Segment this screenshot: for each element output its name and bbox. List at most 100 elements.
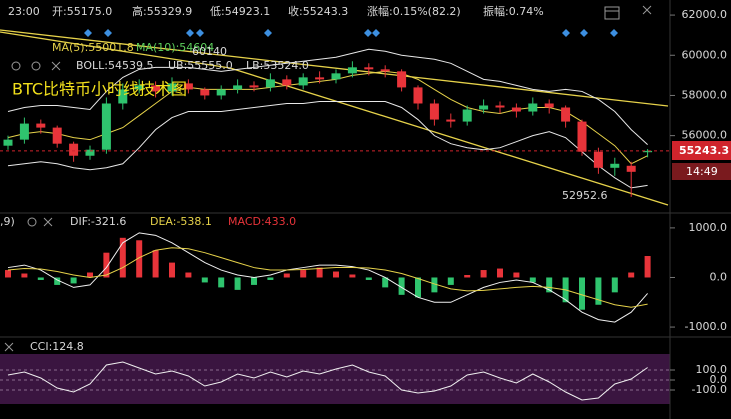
candle-body xyxy=(52,127,62,144)
price-tag-label: 55243.3 xyxy=(679,144,729,157)
ma5-label: MA(5):55001.8 xyxy=(52,41,134,54)
candle-body xyxy=(397,71,407,88)
candle-body xyxy=(85,149,95,156)
candle-body xyxy=(69,143,79,156)
candle-body xyxy=(347,67,357,74)
candle-body xyxy=(118,89,128,104)
y-tick-label: -1000.0 xyxy=(685,320,727,333)
candle-body xyxy=(380,69,390,72)
peak-label: 60140 xyxy=(192,45,227,58)
macd-bar xyxy=(201,277,208,283)
y-tick-label: 62000.0 xyxy=(682,8,728,21)
candle-body xyxy=(3,139,13,146)
indicator-line xyxy=(7,70,648,165)
candle-body xyxy=(265,79,275,88)
candle-body xyxy=(216,89,226,96)
indicator-line xyxy=(7,48,648,145)
macd-bar xyxy=(316,267,323,278)
macd-bar xyxy=(644,256,651,278)
trend-line xyxy=(0,31,231,69)
candle-body xyxy=(610,163,620,168)
macd-label: MACD:433.0 xyxy=(228,215,296,228)
macd-bar xyxy=(579,277,585,310)
boll-label: BOLL:54539.5 xyxy=(76,59,153,72)
candle-body xyxy=(298,77,308,86)
macd-bar xyxy=(152,250,159,278)
header-close: 收:55243.3 xyxy=(288,4,348,18)
event-markers xyxy=(84,29,618,37)
candle-body xyxy=(577,121,587,152)
indicator-line xyxy=(7,361,648,401)
candle-body xyxy=(249,85,259,88)
macd-bar xyxy=(136,240,143,278)
candle-body xyxy=(167,83,177,92)
candle-body xyxy=(134,85,144,90)
candle-body xyxy=(183,83,193,90)
candle-body xyxy=(151,85,161,92)
toolbar-icons[interactable] xyxy=(4,5,652,352)
ma10-label: MA(10):54604 xyxy=(136,41,214,54)
macd-bar xyxy=(283,273,290,278)
trend-line xyxy=(229,67,669,206)
candle-body xyxy=(36,123,46,128)
candle-body xyxy=(495,105,505,108)
price-tag xyxy=(672,141,731,160)
y-tick-label: 0.0 xyxy=(710,270,728,283)
candle-body xyxy=(643,150,653,153)
header-time: 23:00 xyxy=(8,5,40,18)
candle-body xyxy=(429,103,439,120)
candle-body xyxy=(511,107,521,112)
indicator-line xyxy=(7,247,648,308)
candle-body xyxy=(101,103,111,150)
chart-title: BTC比特币小时线技术图 xyxy=(12,80,187,99)
dea-label: DEA:-538.1 xyxy=(150,215,212,228)
macd-bar xyxy=(21,273,28,278)
macd-bar xyxy=(480,270,487,278)
header-amplitude: 振幅:0.74% xyxy=(483,4,544,18)
y-tick-label: 0.0 xyxy=(710,373,728,386)
macd-bar xyxy=(169,262,175,278)
macd-bar xyxy=(611,277,618,293)
macd-bar xyxy=(87,272,93,278)
macd-bar xyxy=(185,272,192,278)
candle-body xyxy=(331,73,341,80)
candle-body xyxy=(233,85,243,90)
macd-bar xyxy=(497,268,503,278)
candle-body xyxy=(544,103,554,108)
candle-body xyxy=(446,119,456,122)
macd-bar xyxy=(415,277,421,298)
macd-bar xyxy=(513,272,520,278)
candle-body xyxy=(315,77,325,80)
macd-bar xyxy=(365,277,372,280)
candle-body xyxy=(364,67,374,70)
macd-bar xyxy=(628,272,635,278)
time-tag-label: 14:49 xyxy=(686,165,718,178)
macd-bar xyxy=(218,277,225,288)
header-high: 高:55329.9 xyxy=(132,4,192,18)
macd-bar xyxy=(234,277,241,290)
macd-bar xyxy=(70,277,77,284)
macd-params: ,9) xyxy=(0,215,15,228)
y-tick-label: 100.0 xyxy=(696,363,728,376)
lb-label: LB:53524.0 xyxy=(246,59,309,72)
macd-bar xyxy=(300,270,307,278)
macd-bar xyxy=(5,270,11,278)
candle-body xyxy=(626,165,636,172)
indicator-line xyxy=(7,232,648,323)
y-tick-label: 58000.0 xyxy=(682,88,728,101)
macd-bar xyxy=(333,271,339,278)
macd-bar xyxy=(267,277,274,280)
macd-bar xyxy=(529,277,536,283)
indicator-line xyxy=(7,100,648,189)
header-change: 涨幅:0.15%(82.2) xyxy=(367,5,461,18)
dif-label: DIF:-321.6 xyxy=(70,215,126,228)
low-label: 52952.6 xyxy=(562,189,608,202)
header-open: 开:55175.0 xyxy=(52,5,112,18)
ub-label: UB:55555.0 xyxy=(168,59,233,72)
candle-body xyxy=(593,151,603,168)
cci-label: CCI:124.8 xyxy=(30,340,84,353)
candle-body xyxy=(479,105,489,110)
candle-body xyxy=(282,79,292,86)
macd-bar xyxy=(37,277,44,280)
